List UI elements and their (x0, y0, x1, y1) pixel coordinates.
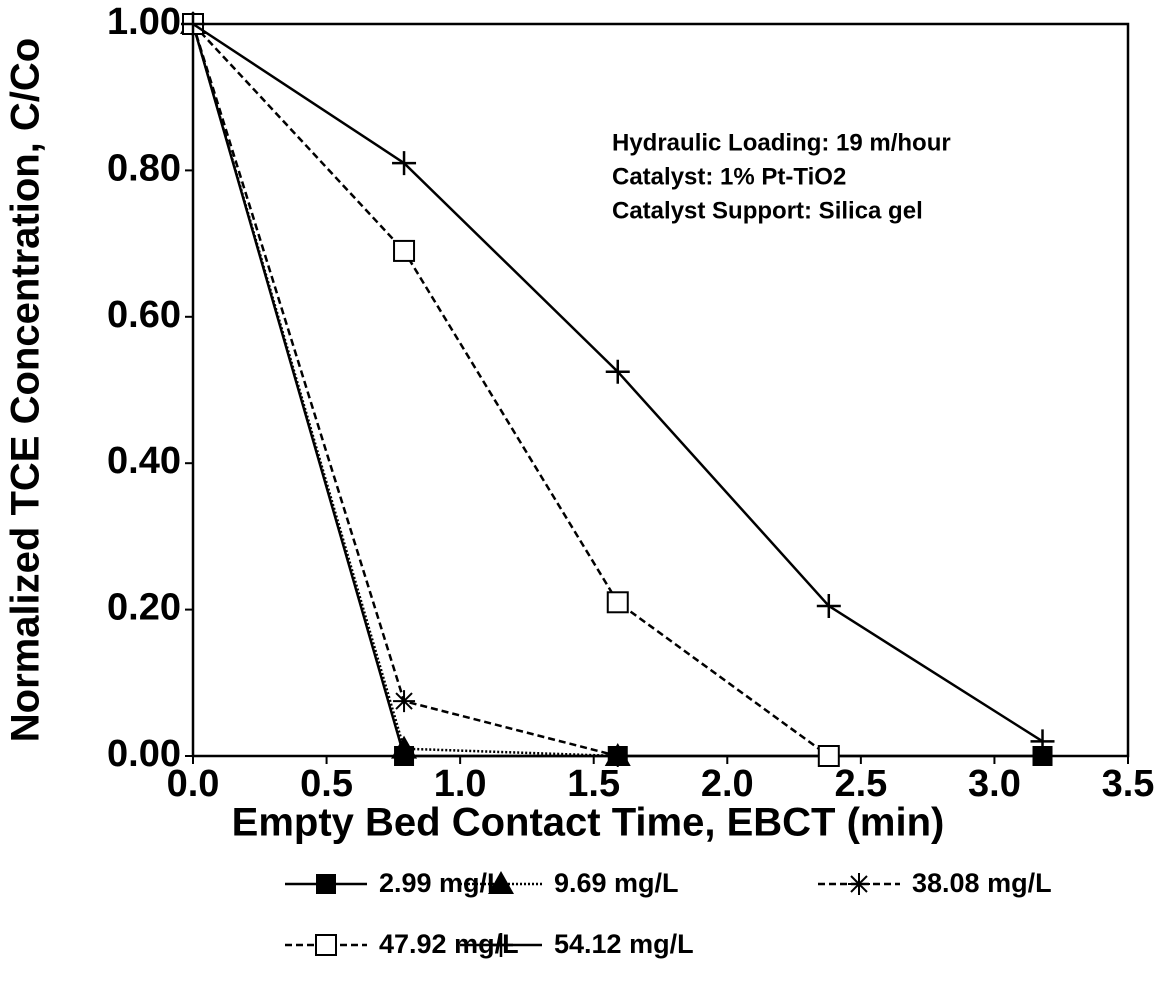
marker (393, 239, 416, 262)
y-tick-label: 0.20 (107, 587, 181, 629)
legend-label: 38.08 mg/L (912, 868, 1052, 898)
x-axis-label: Empty Bed Contact Time, EBCT (min) (232, 801, 945, 845)
marker (315, 934, 337, 956)
marker (816, 593, 841, 618)
marker (605, 359, 630, 384)
series-line (191, 23, 619, 758)
marker (489, 933, 513, 957)
x-tick-label: 0.5 (300, 763, 353, 805)
y-tick-label: 0.00 (107, 733, 181, 775)
marker (848, 873, 870, 895)
marker (181, 12, 205, 36)
y-tick-label: 1.00 (107, 1, 181, 43)
marker (1030, 729, 1055, 754)
x-tick-label: 1.0 (434, 763, 487, 805)
x-tick-label: 1.5 (567, 763, 620, 805)
marker (817, 745, 840, 767)
x-tick-label: 3.5 (1102, 763, 1155, 805)
legend-item: 2.99 mg/L (285, 868, 504, 898)
y-axis-label: Normalized TCE Concentration, C/Co (4, 38, 48, 743)
legend-item: 47.92 mg/L (285, 929, 519, 959)
y-tick-label: 0.40 (107, 440, 181, 482)
marker (392, 151, 417, 176)
series-line (191, 23, 618, 758)
marker (393, 690, 416, 713)
x-tick-label: 3.0 (968, 763, 1021, 805)
x-tick-label: 2.0 (701, 763, 754, 805)
y-tick-label: 0.60 (107, 294, 181, 336)
marker (1032, 746, 1053, 766)
marker (316, 874, 336, 894)
legend-label: 9.69 mg/L (554, 868, 679, 898)
marker (488, 871, 514, 894)
annotation: Catalyst Support: Silica gel (612, 197, 923, 224)
marker (606, 591, 629, 614)
legend-item: 54.12 mg/L (460, 929, 694, 959)
legend-label: 2.99 mg/L (379, 868, 504, 898)
y-tick-label: 0.80 (107, 147, 181, 189)
legend-label: 54.12 mg/L (554, 929, 694, 959)
annotation: Catalyst: 1% Pt-TiO2 (612, 163, 846, 190)
annotation: Hydraulic Loading: 19 m/hour (612, 129, 951, 156)
marker (391, 735, 418, 759)
x-tick-label: 2.5 (834, 763, 887, 805)
legend-item: 38.08 mg/L (818, 868, 1052, 898)
series-line (192, 23, 830, 758)
x-tick-label: 0.0 (167, 763, 220, 805)
marker (606, 745, 629, 767)
legend-item: 9.69 mg/L (460, 868, 679, 898)
